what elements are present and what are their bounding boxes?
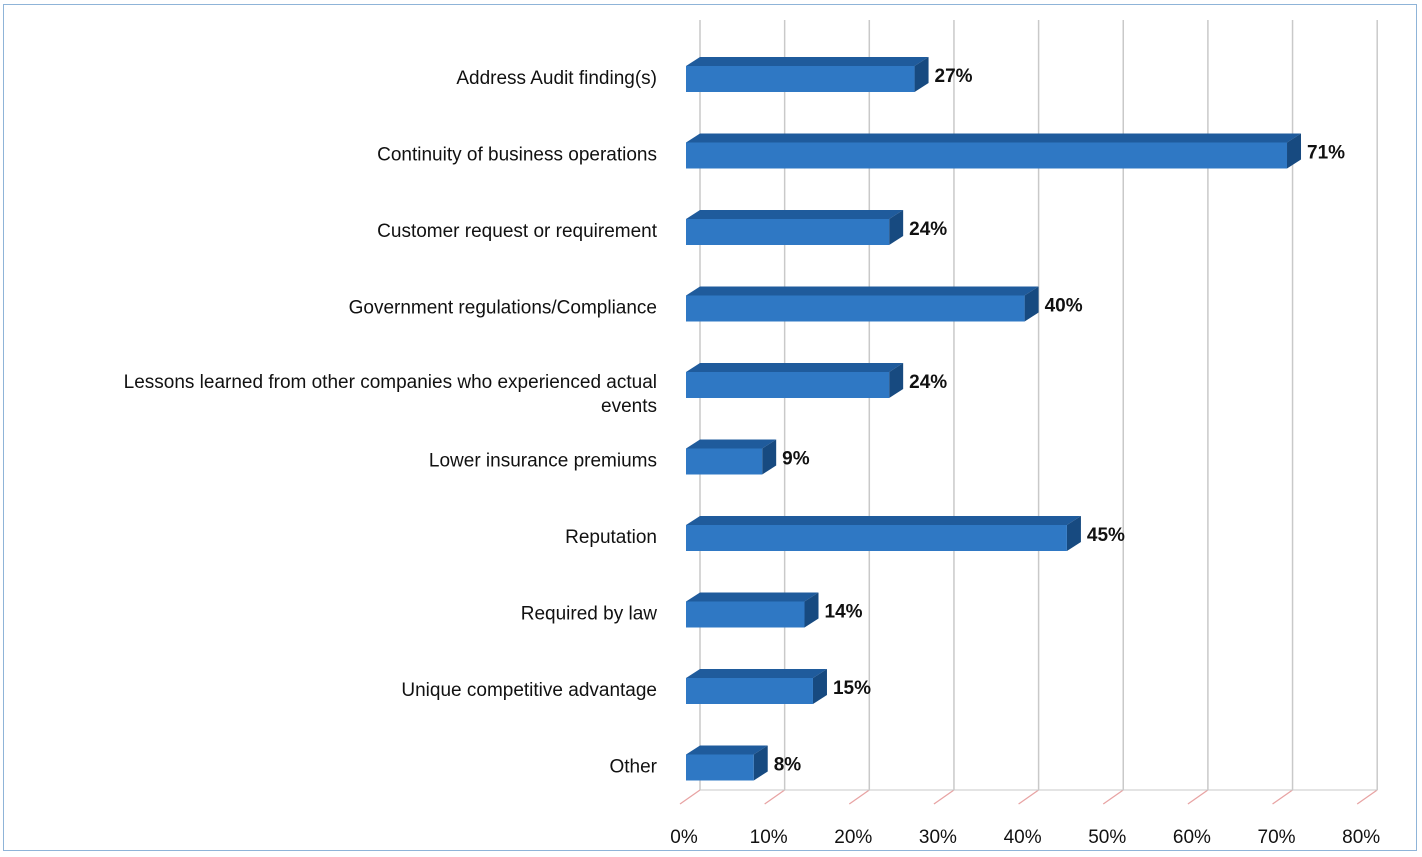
category-label: Reputation <box>565 527 657 548</box>
bar <box>686 448 763 475</box>
floor-gridline <box>1272 789 1293 805</box>
bar <box>686 525 1067 551</box>
bar-side <box>914 57 929 92</box>
x-tick-label: 40% <box>1004 827 1042 848</box>
category-label: Required by law <box>521 604 658 625</box>
bar-top <box>686 745 768 755</box>
data-label: 24% <box>909 372 947 393</box>
floor-gridline <box>1018 789 1039 805</box>
bar-top <box>686 133 1302 143</box>
x-tick-label: 70% <box>1258 827 1296 848</box>
bar <box>686 295 1025 322</box>
floor-gridline <box>1356 789 1378 805</box>
floor-gridline <box>848 789 870 805</box>
category-label: Customer request or requirement <box>377 221 658 242</box>
bar-side <box>1066 516 1081 551</box>
bar <box>686 219 890 245</box>
category-label: Address Audit finding(s) <box>456 68 657 89</box>
data-label: 9% <box>782 449 810 470</box>
bar-side <box>1024 286 1039 322</box>
x-tick-label: 20% <box>834 827 872 848</box>
category-label: Government regulations/Compliance <box>349 298 657 319</box>
bar <box>686 372 890 398</box>
floor-gridline <box>1102 789 1124 805</box>
x-tick-label: 50% <box>1088 827 1126 848</box>
category-label: Lessons learned from other companies who… <box>124 372 657 393</box>
bar-top <box>686 669 827 678</box>
bar-side <box>889 363 904 398</box>
bar <box>686 678 813 704</box>
bar-top <box>686 516 1081 525</box>
data-label: 45% <box>1087 525 1125 546</box>
data-label: 8% <box>774 755 802 776</box>
bar <box>686 754 754 781</box>
bar-top <box>686 57 929 66</box>
x-tick-label: 30% <box>919 827 957 848</box>
bar-top <box>686 210 904 219</box>
data-label: 71% <box>1307 143 1345 164</box>
x-tick-label: 0% <box>670 827 698 848</box>
bar-top <box>686 592 819 602</box>
bar-side <box>804 592 819 628</box>
data-label: 40% <box>1045 296 1083 317</box>
category-label: events <box>601 396 657 417</box>
data-label: 24% <box>909 219 947 240</box>
bar-side <box>762 439 777 475</box>
bar-side <box>889 210 904 245</box>
x-tick-label: 10% <box>750 827 788 848</box>
x-tick-label: 60% <box>1173 827 1211 848</box>
floor-gridline <box>679 789 701 805</box>
bar-side <box>1287 133 1302 169</box>
category-label: Lower insurance premiums <box>429 451 657 472</box>
category-label: Continuity of business operations <box>377 145 657 166</box>
bar-side <box>812 669 827 704</box>
floor-gridline <box>1187 789 1209 805</box>
x-tick-label: 80% <box>1342 827 1380 848</box>
bar <box>686 601 805 628</box>
category-label: Unique competitive advantage <box>401 680 657 701</box>
bar-top <box>686 363 904 372</box>
bar <box>686 66 915 92</box>
data-label: 27% <box>935 66 973 87</box>
bar <box>686 142 1288 169</box>
floor-gridline <box>933 789 955 805</box>
bar-top <box>686 439 777 449</box>
floor-gridline <box>764 789 786 805</box>
category-label: Other <box>609 757 657 778</box>
data-label: 14% <box>825 602 863 623</box>
bar-side <box>753 745 768 781</box>
bar-top <box>686 286 1039 296</box>
data-label: 15% <box>833 678 871 699</box>
